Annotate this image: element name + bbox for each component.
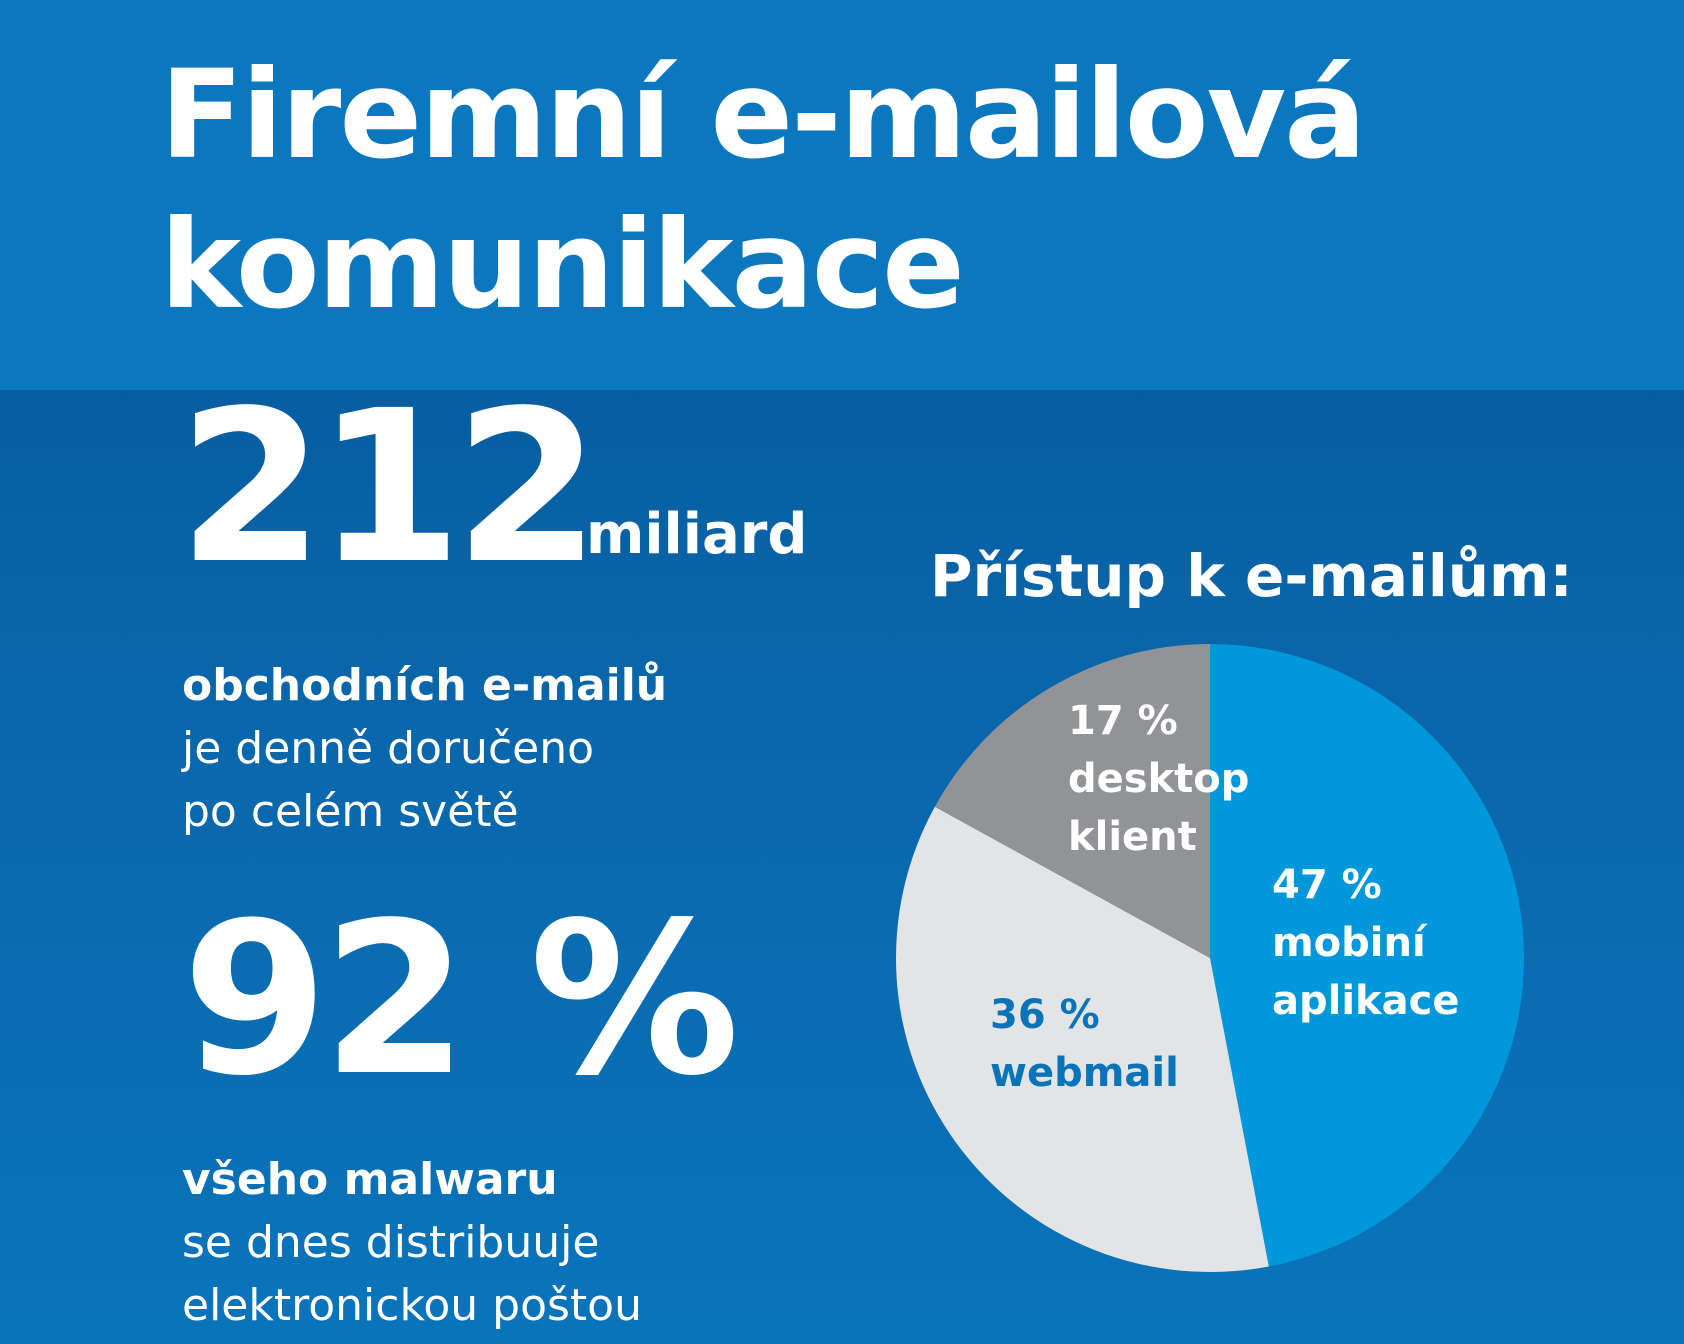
pie-slice-mobiní-aplikace: [1210, 644, 1524, 1267]
pie-slice-desktop-klient: [934, 643, 1210, 958]
pie-slice-value-label: 47 %: [1272, 862, 1382, 908]
pie-slice-category-label: webmail: [990, 1050, 1179, 1096]
pie-slice-category-label: klient: [1068, 814, 1197, 860]
page-title: Firemní e-mailová komunikace: [160, 40, 1366, 340]
emails-description-line: po celém světě: [182, 786, 519, 837]
malware-description-line: elektronickou poštou: [182, 1280, 642, 1331]
pie-slice-category-label: mobiní: [1272, 920, 1428, 966]
malware-description-bold: všeho malwaru: [182, 1154, 558, 1205]
pie-slice-category-label: desktop: [1068, 756, 1249, 802]
malware-percent: 92 %: [182, 877, 740, 1122]
title-line-1: Firemní e-mailová: [160, 44, 1366, 186]
pie-slice-category-label: aplikace: [1272, 978, 1459, 1024]
emails-count: 212: [178, 365, 600, 610]
malware-description: všeho malwaru se dnes distribuuje elektr…: [182, 1148, 642, 1337]
pie-slice-webmail: [896, 806, 1269, 1272]
malware-description-line: se dnes distribuuje: [182, 1217, 600, 1268]
chart-title: Přístup k e-mailům:: [930, 542, 1573, 610]
header-banner: Firemní e-mailová komunikace: [0, 0, 1684, 390]
emails-description-bold: obchodních e-mailů: [182, 660, 668, 711]
title-line-2: komunikace: [160, 194, 965, 336]
pie-slice-value-label: 17 %: [1068, 698, 1178, 744]
emails-count-unit: miliard: [586, 502, 808, 567]
emails-description: obchodních e-mailů je denně doručeno po …: [182, 654, 667, 843]
emails-description-line: je denně doručeno: [182, 723, 595, 774]
pie-slice-value-label: 36 %: [990, 992, 1100, 1038]
